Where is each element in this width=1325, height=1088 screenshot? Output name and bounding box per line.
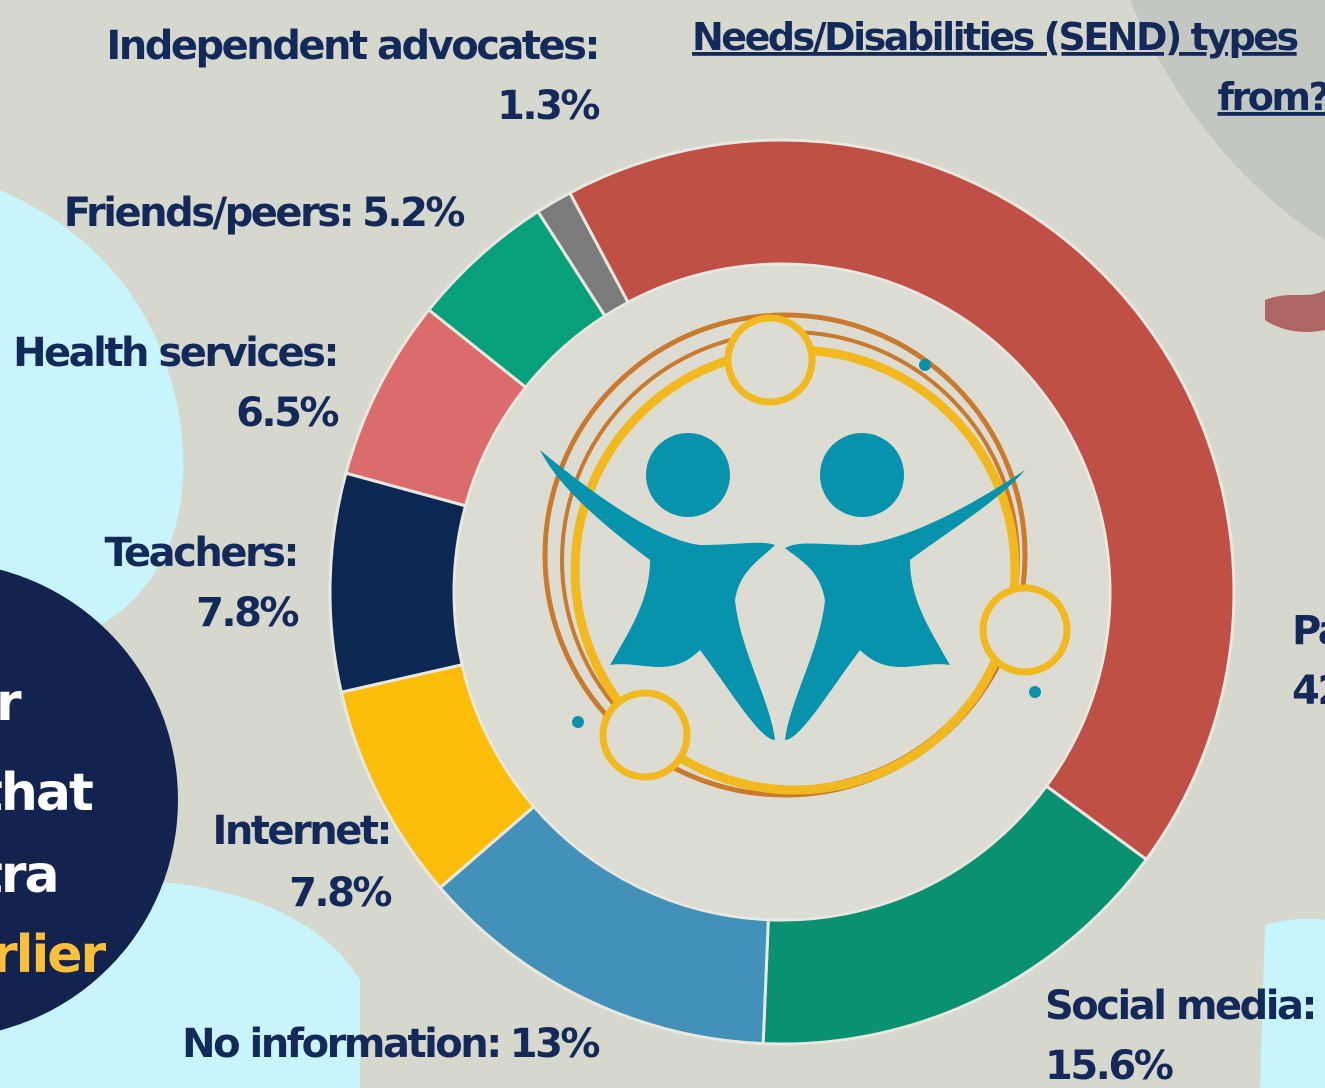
labels: Parents: 42.9% Social media: 15.6% No inform… [0,15,1325,1088]
donut-segment [567,138,1236,862]
side-highlight: rlier [0,925,107,985]
category-label: Parents: [1292,608,1325,654]
value-label: 42.9% [1292,668,1325,714]
title-line: from? [1217,75,1325,119]
value-label: 1.3% [497,83,599,129]
side-text: tra [0,845,58,905]
value-label: 7.8% [289,870,391,916]
value-label: 5.2% [362,190,464,236]
donut-segment [328,471,468,694]
segment-label: Friends/peers: 5.2% [64,190,465,236]
title-line: Needs/Disabilities (SEND) types [692,15,1298,59]
category-label: Independent advocates: [106,23,598,69]
value-label: 7.8% [196,590,298,636]
logo [540,312,1071,798]
segment-label: No information: 13% [182,1021,599,1067]
value-label: 6.5% [236,390,338,436]
category-label: Social media: [1045,983,1315,1029]
category-label: Teachers: [105,530,297,576]
side-text: that [0,763,93,823]
category-label: No information: [182,1021,500,1067]
donut-segment [535,190,631,318]
value-label: 15.6% [1045,1043,1173,1088]
side-text: r [0,673,22,733]
category-label: Internet: [212,808,390,854]
value-label: 13% [510,1021,600,1067]
category-label: Friends/peers: [64,190,352,236]
donut [328,138,1236,1046]
category-label: Health services: [13,330,337,376]
